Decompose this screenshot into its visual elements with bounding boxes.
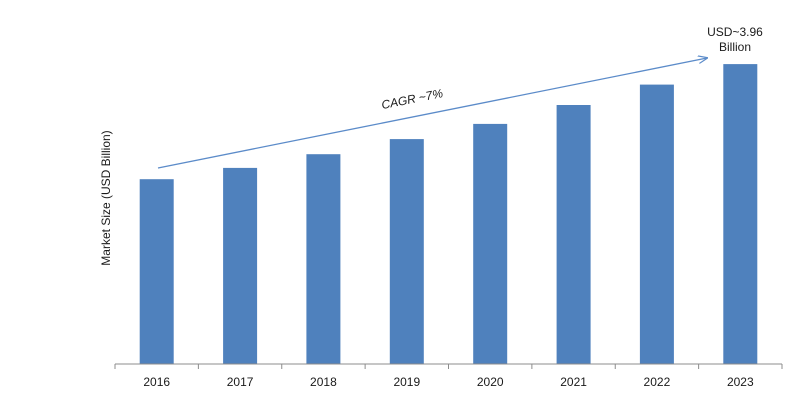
x-tick-label-2019: 2019 (393, 375, 420, 389)
x-tick-label-2016: 2016 (143, 375, 170, 389)
bar-2017 (223, 167, 258, 364)
y-axis-label: Market Size (USD Billion) (99, 130, 113, 265)
bar-2020 (473, 123, 508, 365)
bar-2019 (389, 139, 424, 364)
x-axis-ticks (114, 364, 783, 369)
x-tick-label-2022: 2022 (644, 375, 671, 389)
x-tick-label-2023: 2023 (727, 375, 754, 389)
x-tick-label-2017: 2017 (227, 375, 254, 389)
last-value-annotation-line2: Billion (719, 40, 751, 54)
cagr-arrow (157, 58, 707, 169)
bar-2021 (556, 105, 591, 364)
x-tick-label-2020: 2020 (477, 375, 504, 389)
bar-2022 (639, 84, 674, 364)
last-value-annotation-line1: USD~3.96 (707, 25, 763, 39)
bar-2023 (723, 64, 758, 364)
bar-2018 (306, 154, 341, 364)
bars-group (139, 64, 758, 365)
x-axis-tick-labels: 2016 2017 2018 2019 2020 2021 2022 2023 (143, 375, 754, 389)
x-tick-label-2021: 2021 (560, 375, 587, 389)
bar-2016 (139, 179, 174, 364)
x-tick-label-2018: 2018 (310, 375, 337, 389)
cagr-label: CAGR ~7% (380, 86, 444, 112)
